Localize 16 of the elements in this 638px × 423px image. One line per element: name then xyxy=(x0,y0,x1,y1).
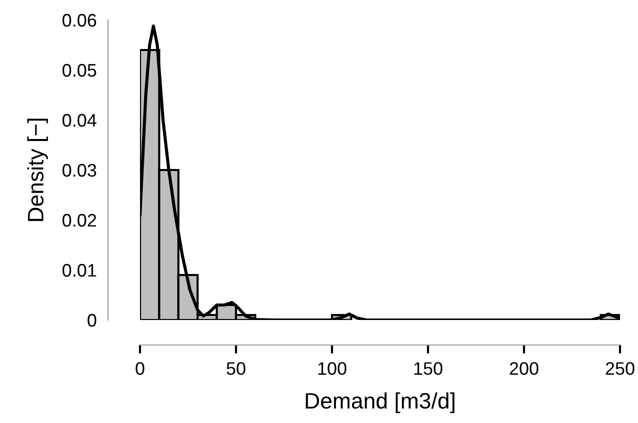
y-tick-label: 0 xyxy=(88,314,96,327)
x-tick-label: 250 xyxy=(606,362,634,375)
y-tick-label: 0.01 xyxy=(62,264,96,277)
line-series xyxy=(140,24,620,320)
y-tick-label: 0.05 xyxy=(62,64,96,77)
x-tick-label: 150 xyxy=(414,362,442,375)
x-axis-title: Demand [m3/d] xyxy=(306,392,454,414)
x-tick-label: 50 xyxy=(226,362,246,375)
y-tick-label: 0.02 xyxy=(62,214,96,227)
y-tick-label: 0.03 xyxy=(62,164,96,177)
x-tick-label: 100 xyxy=(318,362,346,375)
x-tick-label: 200 xyxy=(510,362,538,375)
y-axis-title: Density [−] xyxy=(27,118,48,221)
y-tick-label: 0.06 xyxy=(62,14,96,27)
y-tick-label: 0.04 xyxy=(62,114,96,127)
x-tick-label: 0 xyxy=(136,362,144,375)
